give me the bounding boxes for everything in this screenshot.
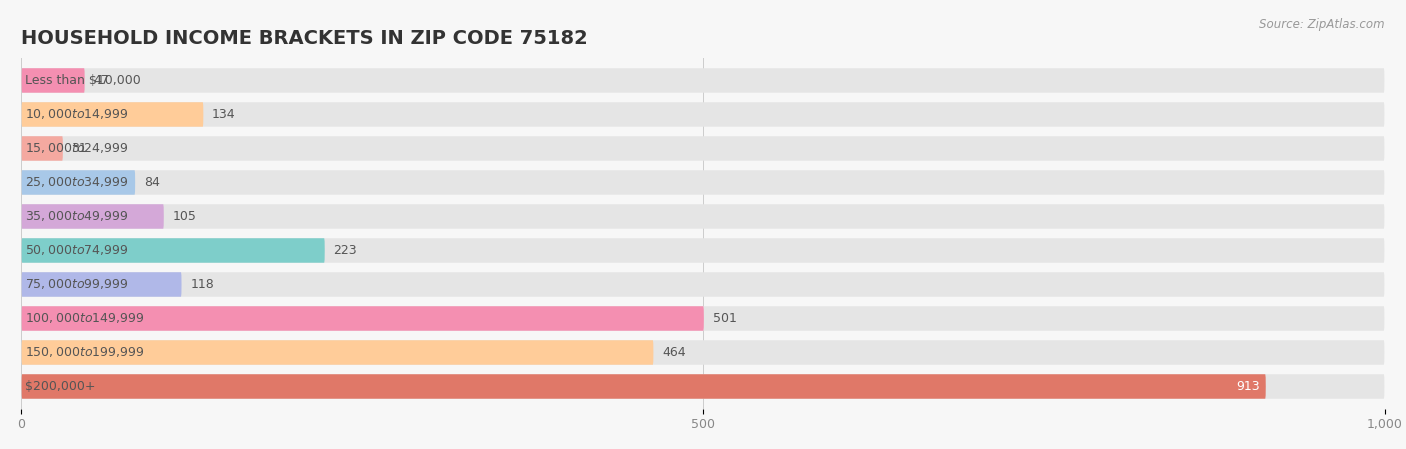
Text: $100,000 to $149,999: $100,000 to $149,999 [25,312,145,326]
Text: 31: 31 [72,142,87,155]
FancyBboxPatch shape [21,68,84,92]
Text: $75,000 to $99,999: $75,000 to $99,999 [25,277,128,291]
Text: $50,000 to $74,999: $50,000 to $74,999 [25,243,128,257]
Text: Less than $10,000: Less than $10,000 [25,74,141,87]
Bar [21,301,1385,335]
Bar [21,63,1385,97]
Bar [21,370,1385,404]
FancyBboxPatch shape [21,136,1385,161]
Text: $25,000 to $34,999: $25,000 to $34,999 [25,176,128,189]
FancyBboxPatch shape [21,136,63,161]
Text: $150,000 to $199,999: $150,000 to $199,999 [25,345,145,360]
Text: 105: 105 [173,210,197,223]
Text: $10,000 to $14,999: $10,000 to $14,999 [25,107,128,122]
Text: 134: 134 [212,108,236,121]
Text: 464: 464 [662,346,686,359]
Bar [21,268,1385,301]
Text: Source: ZipAtlas.com: Source: ZipAtlas.com [1260,18,1385,31]
Bar [21,97,1385,132]
FancyBboxPatch shape [21,306,704,331]
FancyBboxPatch shape [21,170,1385,195]
FancyBboxPatch shape [21,204,1385,229]
FancyBboxPatch shape [21,204,165,229]
Text: 913: 913 [1236,380,1260,393]
Bar [21,335,1385,370]
Text: $35,000 to $49,999: $35,000 to $49,999 [25,210,128,224]
Text: 223: 223 [333,244,357,257]
Text: $15,000 to $24,999: $15,000 to $24,999 [25,141,128,155]
Text: 84: 84 [143,176,160,189]
FancyBboxPatch shape [21,272,1385,297]
FancyBboxPatch shape [21,374,1385,399]
FancyBboxPatch shape [21,340,1385,365]
FancyBboxPatch shape [21,272,181,297]
Bar [21,199,1385,233]
Bar [21,233,1385,268]
Text: 47: 47 [93,74,110,87]
FancyBboxPatch shape [21,374,1265,399]
Text: HOUSEHOLD INCOME BRACKETS IN ZIP CODE 75182: HOUSEHOLD INCOME BRACKETS IN ZIP CODE 75… [21,30,588,48]
FancyBboxPatch shape [21,102,204,127]
Text: 501: 501 [713,312,737,325]
FancyBboxPatch shape [21,102,1385,127]
Text: $200,000+: $200,000+ [25,380,96,393]
FancyBboxPatch shape [21,306,1385,331]
FancyBboxPatch shape [21,238,325,263]
Bar [21,132,1385,166]
FancyBboxPatch shape [21,340,654,365]
Bar [21,166,1385,199]
Text: 118: 118 [190,278,214,291]
FancyBboxPatch shape [21,170,135,195]
FancyBboxPatch shape [21,238,1385,263]
FancyBboxPatch shape [21,68,1385,92]
